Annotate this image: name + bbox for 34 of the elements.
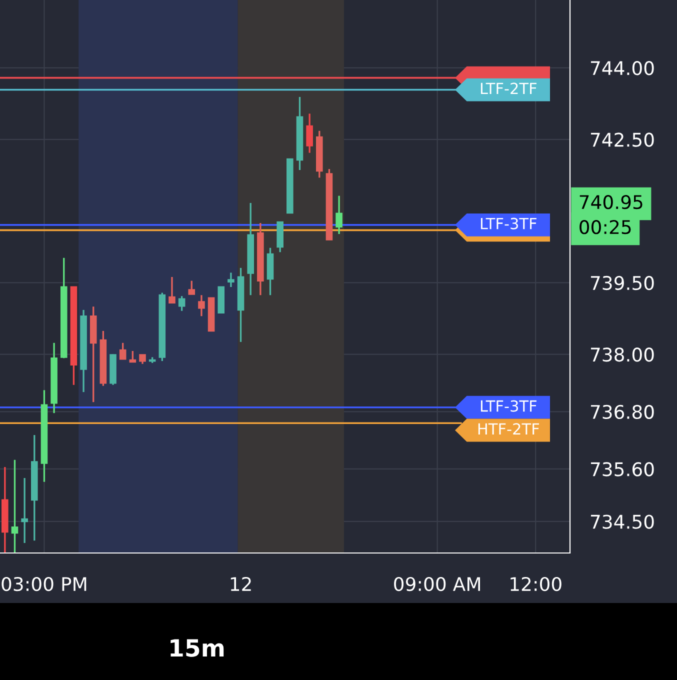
y-tick-label: 736.80 xyxy=(590,404,654,420)
candlestick xyxy=(50,342,58,414)
candlestick xyxy=(90,306,97,403)
text: 00:25 xyxy=(580,220,631,234)
x-tick-label: 12 xyxy=(230,576,251,591)
x-tick-label: 03:00 PM xyxy=(2,576,86,592)
candlestick xyxy=(80,309,87,393)
y-tick-label: 734.50 xyxy=(590,514,654,529)
ref-line-label: LTF-2TF xyxy=(480,82,536,94)
candlestick xyxy=(2,466,8,553)
candlestick xyxy=(237,267,244,343)
candlestick xyxy=(257,222,264,296)
x-tick-label: 12:00 xyxy=(510,576,562,592)
text: 740.95 xyxy=(580,195,642,210)
candlestick xyxy=(21,477,28,544)
y-tick-label: 735.60 xyxy=(590,462,654,476)
text: 15m xyxy=(170,639,224,657)
candlestick xyxy=(228,272,234,288)
y-tick-label: 739.50 xyxy=(590,276,654,290)
candlestick xyxy=(306,112,313,154)
candlestick xyxy=(247,202,254,296)
ref-line-label: LTF-3TF xyxy=(480,400,536,412)
candlestick xyxy=(198,294,205,317)
x-tick-label: 09:00 AM xyxy=(394,576,480,592)
y-tick-label: 738.00 xyxy=(590,348,654,362)
candlestick xyxy=(40,389,48,483)
ref-line-label: LTF-3TF xyxy=(480,218,536,230)
candlestick xyxy=(11,459,18,553)
y-tick-label: 742.50 xyxy=(590,132,654,147)
candlestick xyxy=(296,96,304,171)
y-tick-label: 744.00 xyxy=(590,61,654,76)
candlestick xyxy=(31,434,38,542)
candlestick xyxy=(336,194,342,235)
ref-line-label: HTF-2TF xyxy=(478,423,539,434)
